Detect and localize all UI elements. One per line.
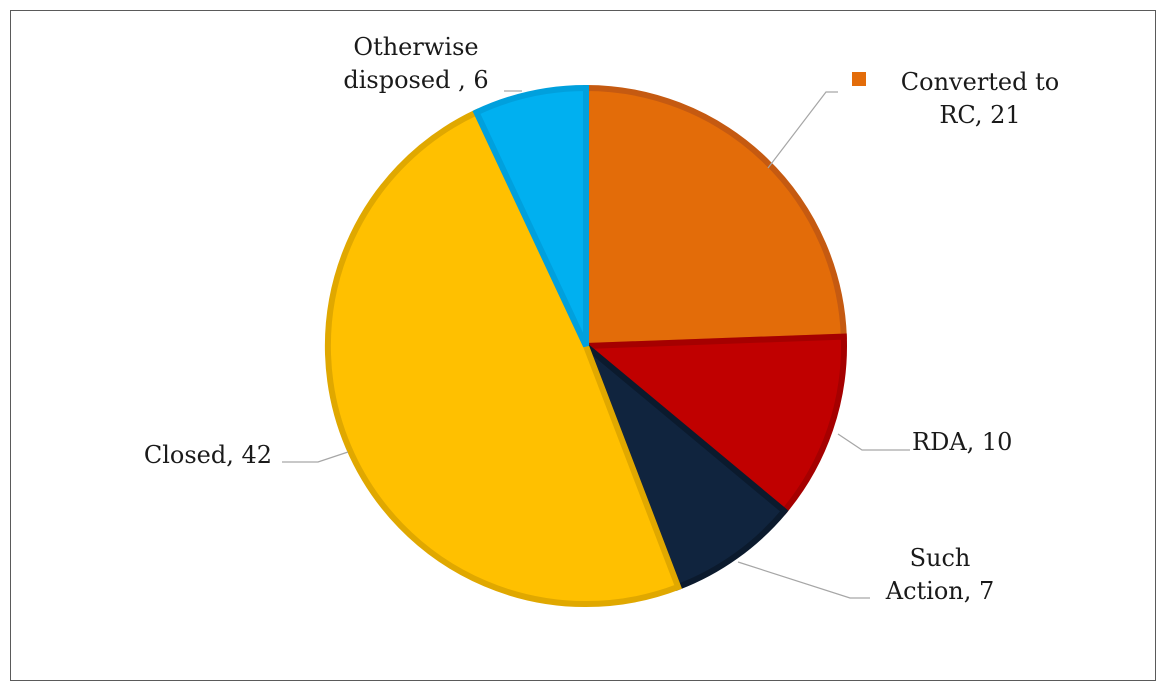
pie-slice-closed bbox=[324, 108, 683, 608]
pie-slice-such-action bbox=[579, 336, 789, 591]
data-label-line: Otherwise bbox=[353, 33, 478, 61]
pie-slice-otherwise-disposed bbox=[472, 84, 589, 348]
leader-lines bbox=[282, 90, 910, 599]
pie-slice-rda bbox=[578, 333, 847, 516]
leader-line bbox=[282, 451, 349, 463]
legend-key-icon bbox=[852, 72, 866, 86]
data-label: Otherwise disposed , 6 bbox=[343, 33, 488, 94]
data-label-line: Converted to bbox=[901, 68, 1059, 96]
data-label: Converted to RC, 21 bbox=[901, 68, 1059, 129]
data-label: Such Action, 7 bbox=[885, 544, 995, 605]
data-label-line: RC, 21 bbox=[939, 101, 1020, 129]
leader-line bbox=[837, 433, 910, 451]
data-labels: Converted to RC, 21 RDA, 10 Such Action, 7 Cl… bbox=[144, 33, 1059, 605]
data-label-line: disposed , 6 bbox=[343, 66, 488, 94]
pie-slices bbox=[324, 84, 847, 608]
pie-slice-converted-to-rc bbox=[583, 84, 847, 350]
data-label: RDA, 10 bbox=[912, 428, 1012, 456]
data-label-line: Action, 7 bbox=[885, 577, 995, 605]
data-label-line: Such bbox=[910, 544, 971, 572]
leader-line bbox=[737, 561, 870, 599]
data-label-line: Closed, 42 bbox=[144, 441, 272, 469]
data-label: Closed, 42 bbox=[144, 441, 272, 469]
data-label-line: RDA, 10 bbox=[912, 428, 1012, 456]
leader-line bbox=[767, 91, 838, 169]
